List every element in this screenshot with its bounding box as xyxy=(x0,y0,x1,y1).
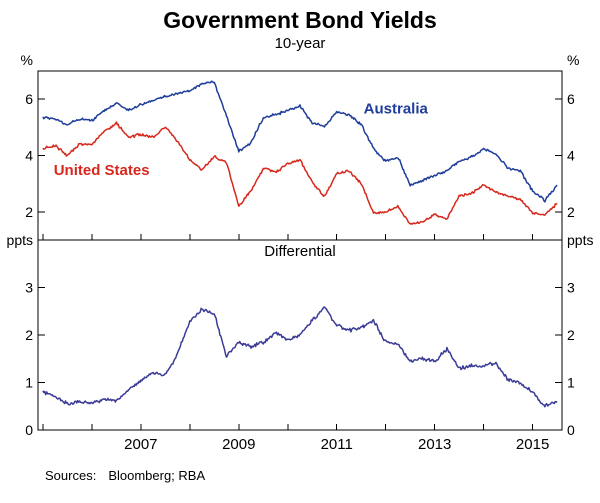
differential-panel-title: Differential xyxy=(264,243,335,260)
sources-row: Sources: Bloomberg; RBA xyxy=(0,468,600,483)
yields-unit-right: % xyxy=(567,53,579,68)
sources-label: Sources: xyxy=(45,468,97,483)
series-label-united-states: United States xyxy=(54,162,150,179)
ytick-label-right: 2 xyxy=(567,327,575,343)
ytick-label-left: 0 xyxy=(25,422,33,438)
ytick-label-left: 2 xyxy=(25,204,33,220)
ytick-label-left: 3 xyxy=(25,280,33,296)
series-line-differential xyxy=(42,306,558,408)
ytick-label-left: 1 xyxy=(25,375,33,391)
ytick-label-right: 6 xyxy=(567,91,575,107)
ytick-label-right: 0 xyxy=(567,422,575,438)
year-label: 2007 xyxy=(124,436,157,453)
chart-subtitle: 10-year xyxy=(274,35,326,52)
ytick-label-left: 2 xyxy=(25,327,33,343)
ytick-label-left: 6 xyxy=(25,91,33,107)
sources-value: Bloomberg; RBA xyxy=(108,468,206,483)
ytick-label-right: 2 xyxy=(567,204,575,220)
year-label: 2009 xyxy=(222,436,255,453)
yields-panel-border xyxy=(37,70,563,241)
differential-unit-right: ppts xyxy=(567,232,593,248)
year-label: 2015 xyxy=(516,436,549,453)
ytick-label-right: 4 xyxy=(567,148,575,164)
chart-title: Government Bond Yields xyxy=(163,7,437,33)
ytick-label-right: 1 xyxy=(567,375,575,391)
yields-unit-left: % xyxy=(21,53,33,68)
year-label: 2013 xyxy=(418,436,451,453)
year-label: 2011 xyxy=(321,436,353,453)
chart-canvas: % % 2 2 4 4 6 6 Australia United States ppts ppts 0 0… xyxy=(7,52,594,453)
series-line-united-states xyxy=(42,121,558,225)
rba-bond-yields-figure: Government Bond Yields 10-year %% 2 2 4 4 6 6 A… xyxy=(0,6,600,503)
differential-unit-left: ppts xyxy=(7,232,33,248)
series-line-australia xyxy=(42,80,558,203)
ytick-label-left: 4 xyxy=(25,148,33,164)
series-label-australia: Australia xyxy=(364,100,429,117)
ytick-label-right: 3 xyxy=(567,280,575,296)
